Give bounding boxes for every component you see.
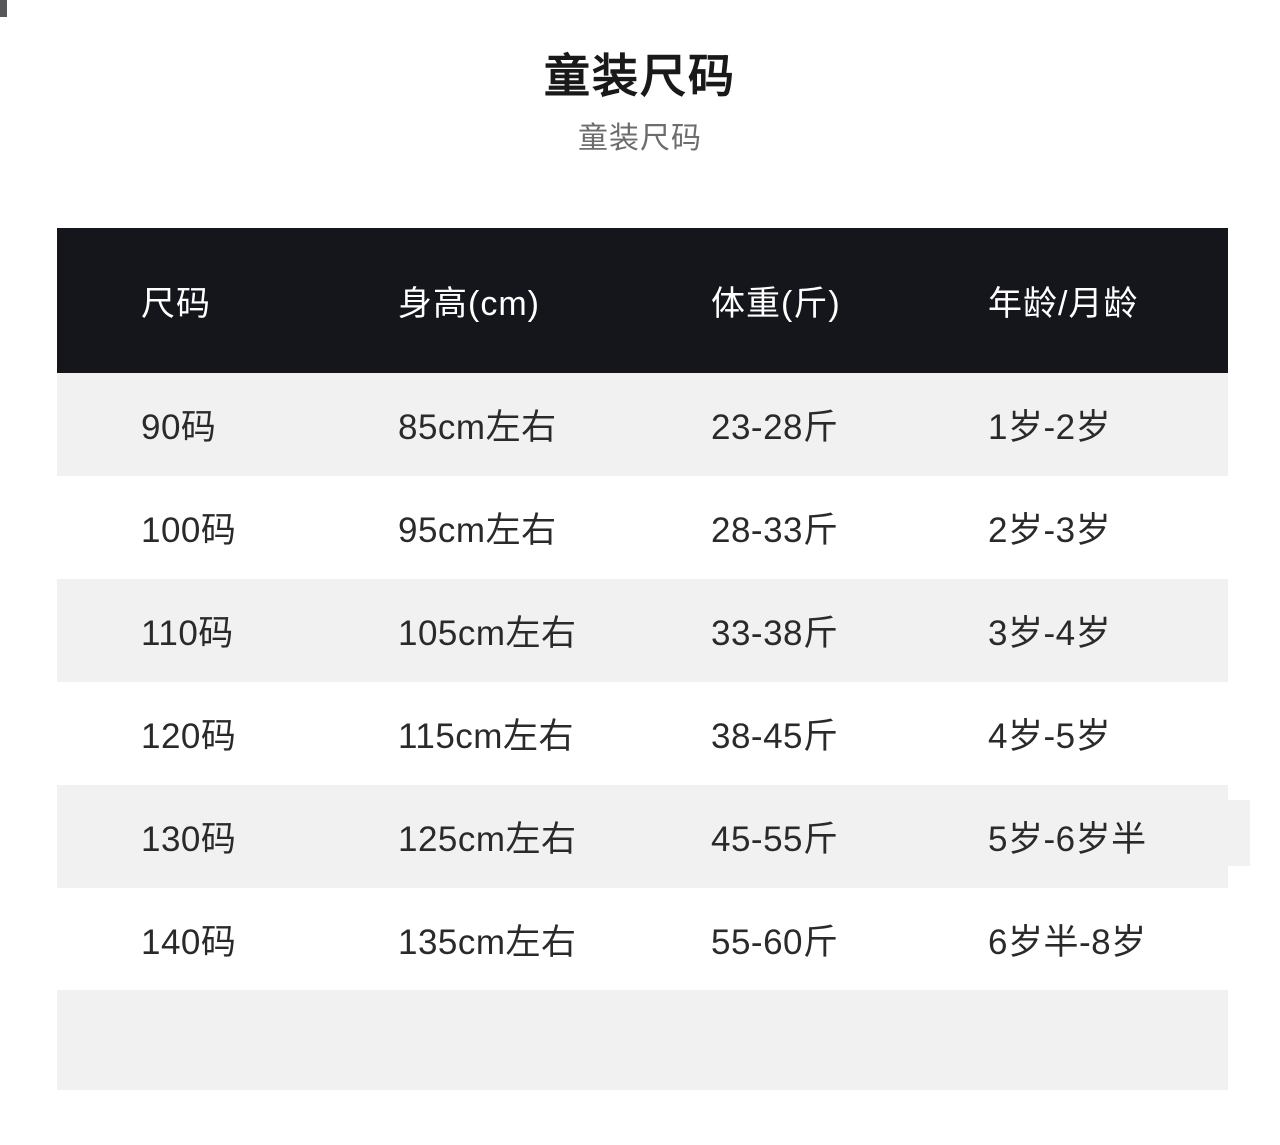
cell-weight: 33-38斤 [652,579,952,682]
cell-size: 120码 [57,682,342,785]
size-table-container: 尺码 身高(cm) 体重(斤) 年龄/月龄 90码 85cm左右 23-28斤 … [57,228,1228,991]
row-edge-artifact [1228,800,1250,866]
cell-height: 85cm左右 [342,373,652,476]
cell-size: 110码 [57,579,342,682]
cell-age: 5岁-6岁半 [952,785,1228,888]
cell-weight: 38-45斤 [652,682,952,785]
cell-size: 130码 [57,785,342,888]
column-header-height: 身高(cm) [342,228,652,373]
table-row: 130码 125cm左右 45-55斤 5岁-6岁半 [57,785,1228,888]
page-title: 童装尺码 [544,50,736,102]
cell-weight: 55-60斤 [652,888,952,991]
cell-height: 95cm左右 [342,476,652,579]
table-header-row: 尺码 身高(cm) 体重(斤) 年龄/月龄 [57,228,1228,373]
column-header-size: 尺码 [57,228,342,373]
page-header: 童装尺码 童装尺码 [0,0,1280,158]
corner-artifact [0,0,7,17]
cell-age: 3岁-4岁 [952,579,1228,682]
cell-height: 125cm左右 [342,785,652,888]
cell-height: 105cm左右 [342,579,652,682]
cell-age: 2岁-3岁 [952,476,1228,579]
table-row: 100码 95cm左右 28-33斤 2岁-3岁 [57,476,1228,579]
table-header: 尺码 身高(cm) 体重(斤) 年龄/月龄 [57,228,1228,373]
table-trailing-band [57,990,1228,1090]
table-row: 120码 115cm左右 38-45斤 4岁-5岁 [57,682,1228,785]
cell-size: 140码 [57,888,342,991]
cell-size: 100码 [57,476,342,579]
cell-age: 4岁-5岁 [952,682,1228,785]
table-row: 90码 85cm左右 23-28斤 1岁-2岁 [57,373,1228,476]
page-subtitle: 童装尺码 [578,122,702,155]
column-header-age: 年龄/月龄 [952,228,1228,373]
column-header-weight: 体重(斤) [652,228,952,373]
cell-weight: 45-55斤 [652,785,952,888]
cell-height: 135cm左右 [342,888,652,991]
size-table: 尺码 身高(cm) 体重(斤) 年龄/月龄 90码 85cm左右 23-28斤 … [57,228,1228,991]
cell-height: 115cm左右 [342,682,652,785]
table-row: 110码 105cm左右 33-38斤 3岁-4岁 [57,579,1228,682]
cell-weight: 23-28斤 [652,373,952,476]
table-body: 90码 85cm左右 23-28斤 1岁-2岁 100码 95cm左右 28-3… [57,373,1228,991]
cell-age: 6岁半-8岁 [952,888,1228,991]
cell-weight: 28-33斤 [652,476,952,579]
cell-age: 1岁-2岁 [952,373,1228,476]
table-row: 140码 135cm左右 55-60斤 6岁半-8岁 [57,888,1228,991]
cell-size: 90码 [57,373,342,476]
